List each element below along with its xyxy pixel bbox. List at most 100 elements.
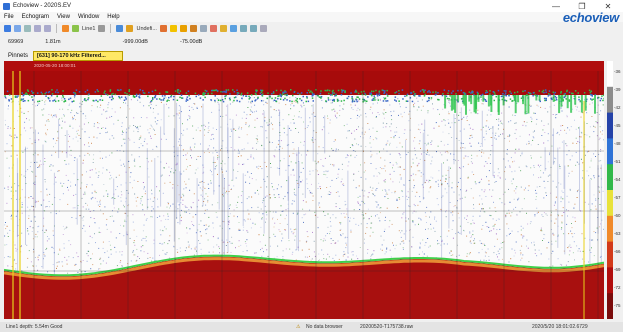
- zoom-in-icon[interactable]: [239, 25, 247, 32]
- menu-window[interactable]: Window: [77, 14, 100, 20]
- surface-echo: [188, 94, 190, 97]
- echo-sample: [370, 150, 372, 152]
- class-icon[interactable]: [126, 25, 134, 32]
- surface-echo: [261, 90, 263, 92]
- echo-sample: [119, 233, 121, 234]
- surface-echo: [105, 93, 107, 95]
- undo-icon[interactable]: [34, 25, 41, 32]
- echo-sample: [485, 221, 487, 223]
- highlight-icon[interactable]: [169, 25, 177, 32]
- delete-icon[interactable]: [209, 25, 217, 32]
- echo-sample: [531, 118, 533, 120]
- surface-echo: [574, 95, 577, 105]
- echogram-panel[interactable]: 2020-05-20 18:00:01: [4, 61, 604, 319]
- region-class-select[interactable]: Undefi...: [136, 25, 157, 32]
- echo-sample: [254, 119, 256, 121]
- surface-echo: [332, 99, 334, 101]
- echo-sample: [560, 198, 562, 200]
- echo-sample: [222, 220, 224, 222]
- menu-view[interactable]: View: [57, 14, 70, 20]
- line-select[interactable]: Line1: [82, 25, 96, 32]
- echo-sample: [66, 259, 68, 261]
- menu-help[interactable]: Help: [107, 14, 120, 20]
- surface-echo: [224, 97, 226, 100]
- line-pick-icon[interactable]: [72, 25, 79, 32]
- color-scale-tick: -36: [614, 69, 621, 74]
- echo-sample: [578, 189, 579, 191]
- surface-echo: [138, 96, 141, 99]
- echo-sample: [26, 266, 28, 268]
- open-icon[interactable]: [14, 25, 21, 32]
- echo-streak: [424, 119, 426, 184]
- echo-sample: [451, 229, 453, 230]
- redo-icon[interactable]: [44, 25, 51, 32]
- surface-echo: [305, 100, 307, 103]
- echo-sample: [481, 178, 482, 180]
- echo-sample: [586, 134, 588, 136]
- echo-sample: [450, 153, 452, 155]
- echo-sample: [596, 122, 598, 124]
- echo-sample: [517, 199, 519, 201]
- analysis-icon[interactable]: [219, 25, 227, 32]
- echo-sample: [263, 234, 265, 236]
- mark2-icon[interactable]: [189, 25, 197, 32]
- echo-sample: [528, 185, 530, 187]
- menu-echogram[interactable]: Echogram: [21, 14, 50, 20]
- maximize-button[interactable]: ❐: [578, 1, 586, 11]
- echo-sample: [40, 191, 42, 193]
- variable-select[interactable]: [631] 90-170 kHz Filtered...: [33, 50, 124, 61]
- echo-sample: [7, 186, 9, 188]
- line-draw-icon[interactable]: [98, 25, 106, 32]
- save-icon[interactable]: [24, 25, 31, 32]
- export-icon[interactable]: [229, 25, 237, 32]
- echo-sample: [107, 131, 108, 133]
- echo-sample: [513, 190, 515, 192]
- mark-icon[interactable]: [179, 25, 187, 32]
- region-icon[interactable]: [116, 25, 124, 32]
- menu-file[interactable]: File: [4, 14, 14, 20]
- echo-sample: [370, 215, 372, 217]
- new-icon[interactable]: [4, 25, 11, 32]
- echo-sample: [122, 132, 123, 134]
- echo-sample: [279, 132, 281, 133]
- echo-sample: [170, 205, 171, 207]
- surface-echo: [49, 100, 51, 102]
- echo-sample: [109, 216, 111, 217]
- close-button[interactable]: ✕: [604, 1, 612, 11]
- minimize-button[interactable]: —: [552, 1, 560, 11]
- echo-sample: [543, 180, 545, 182]
- echo-sample: [391, 192, 393, 194]
- echo-sample: [133, 141, 135, 143]
- echogram-icon[interactable]: [62, 25, 69, 32]
- echo-sample: [180, 209, 182, 211]
- surface-echo: [62, 90, 64, 92]
- echo-sample: [430, 163, 432, 165]
- echo-sample: [419, 170, 421, 172]
- echo-sample: [420, 243, 421, 245]
- echo-sample: [144, 138, 146, 140]
- echo-sample: [113, 220, 115, 222]
- echo-sample: [497, 218, 499, 220]
- echo-sample: [240, 195, 242, 197]
- echo-sample: [15, 263, 17, 265]
- echo-sample: [34, 141, 36, 143]
- echo-sample: [389, 144, 390, 146]
- echo-sample: [249, 218, 251, 220]
- tool-icon[interactable]: [159, 25, 167, 32]
- surface-echo: [235, 96, 237, 98]
- color-scale-tick: -69: [614, 267, 621, 272]
- grid-icon[interactable]: [199, 25, 207, 32]
- zoom-out-icon[interactable]: [249, 25, 257, 32]
- echo-streak: [242, 173, 244, 227]
- echo-sample: [287, 192, 289, 194]
- echo-sample: [218, 109, 220, 111]
- surface-echo: [306, 96, 308, 98]
- echo-sample: [124, 138, 126, 140]
- echogram-canvas[interactable]: [4, 61, 604, 319]
- echo-sample: [137, 256, 139, 258]
- echo-sample: [140, 246, 142, 248]
- echo-sample: [34, 139, 36, 141]
- settings-icon[interactable]: [259, 25, 267, 32]
- echo-sample: [578, 163, 580, 165]
- echo-sample: [560, 183, 562, 185]
